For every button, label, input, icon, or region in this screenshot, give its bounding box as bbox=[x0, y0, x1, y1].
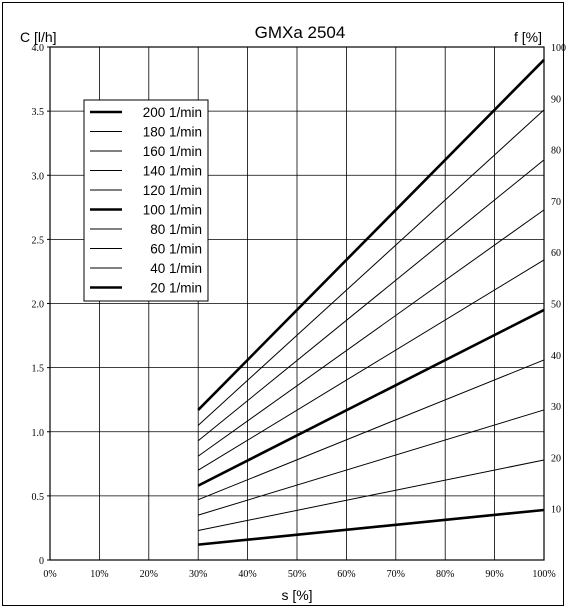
y2-tick-label: 60 bbox=[551, 248, 561, 259]
legend-entry: 140 1/min bbox=[143, 164, 202, 179]
series-line-0 bbox=[197, 58, 545, 411]
legend-entry: 80 1/min bbox=[150, 222, 202, 237]
legend-entry: 200 1/min bbox=[143, 105, 202, 120]
y-tick-label: 3.5 bbox=[32, 107, 45, 118]
series-line-9 bbox=[198, 508, 545, 546]
x-axis-label: s [%] bbox=[281, 587, 312, 603]
y2-tick-label: 20 bbox=[551, 453, 561, 464]
y2-tick-label: 80 bbox=[551, 146, 561, 157]
chart-title: GMXa 2504 bbox=[255, 23, 346, 42]
x-tick-label: 90% bbox=[485, 569, 503, 580]
series-line-2 bbox=[197, 159, 545, 442]
series-line-5 bbox=[197, 308, 545, 487]
legend-entry: 160 1/min bbox=[143, 144, 202, 159]
y2-tick-label: 90 bbox=[551, 94, 561, 105]
x-tick-label: 30% bbox=[189, 569, 207, 580]
y-tick-labels: 0 0.5 1.0 1.5 2.0 2.5 3.0 3.5 4.0 bbox=[32, 43, 50, 567]
y2-tick-labels: 10 20 30 40 50 60 70 80 90 100 bbox=[551, 43, 566, 516]
legend: 200 1/min 180 1/min 160 1/min 140 1/min 120 … bbox=[83, 99, 209, 302]
y2-axis-label: f [%] bbox=[514, 29, 542, 45]
series-line-4 bbox=[197, 259, 545, 471]
x-tick-label: 80% bbox=[436, 569, 454, 580]
x-tick-label: 10% bbox=[90, 569, 108, 580]
series-line-1 bbox=[197, 109, 545, 426]
x-tick-label: 60% bbox=[337, 569, 355, 580]
y-tick-label: 0 bbox=[39, 556, 44, 567]
legend-entry: 60 1/min bbox=[150, 242, 202, 257]
y-tick-label: 4.0 bbox=[32, 43, 45, 54]
y2-tick-label: 10 bbox=[551, 505, 561, 516]
y-tick-label: 2.5 bbox=[32, 235, 45, 246]
series-lines bbox=[197, 58, 545, 546]
legend-entry: 120 1/min bbox=[143, 183, 202, 198]
x-tick-label: 100% bbox=[532, 569, 555, 580]
y-tick-label: 1.0 bbox=[32, 428, 45, 439]
y-tick-label: 3.0 bbox=[32, 171, 45, 182]
legend-entry: 100 1/min bbox=[143, 203, 202, 218]
y2-tick-label: 30 bbox=[551, 402, 561, 413]
y-tick-label: 1.5 bbox=[32, 364, 45, 375]
series-line-6 bbox=[198, 359, 545, 501]
x-tick-labels: 0% 10% 20% 30% 40% 50% 60% 70% 80% 90% 100% bbox=[43, 569, 555, 580]
x-tick-label: 70% bbox=[387, 569, 405, 580]
x-tick-label: 40% bbox=[238, 569, 256, 580]
x-tick-label: 50% bbox=[288, 569, 306, 580]
legend-entry: 180 1/min bbox=[143, 125, 202, 140]
y-axis-label: C [l/h] bbox=[20, 29, 57, 45]
y2-tick-label: 50 bbox=[551, 300, 561, 311]
series-line-3 bbox=[197, 209, 545, 457]
series-line-7 bbox=[198, 409, 545, 516]
legend-entry: 20 1/min bbox=[150, 281, 202, 296]
legend-entry: 40 1/min bbox=[150, 261, 202, 276]
x-tick-label: 0% bbox=[43, 569, 56, 580]
x-tick-label: 20% bbox=[140, 569, 158, 580]
y2-tick-label: 100 bbox=[551, 43, 566, 54]
y-tick-label: 2.0 bbox=[32, 300, 45, 311]
y-tick-label: 0.5 bbox=[32, 492, 45, 503]
y2-tick-label: 70 bbox=[551, 197, 561, 208]
series-line-8 bbox=[198, 459, 545, 531]
y2-tick-label: 40 bbox=[551, 351, 561, 362]
